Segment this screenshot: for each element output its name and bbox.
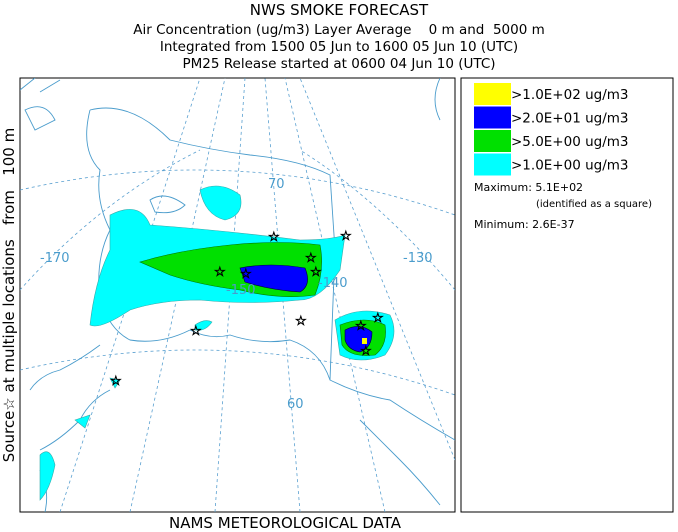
svg-text:☆: ☆ [360,344,372,359]
side-label: Source☆ at multiple locations from 100 m [0,128,18,462]
coastline [20,78,455,512]
legend-label: >1.0E+02 ug/m3 [511,87,629,103]
svg-text:☆: ☆ [340,229,352,244]
svg-text:☆: ☆ [295,314,307,329]
map-label: 60 [287,397,304,412]
bottom-label: NAMS METEOROLOGICAL DATA [169,514,402,532]
svg-text:☆: ☆ [372,311,384,326]
map-label: 70 [268,177,285,192]
svg-text:☆: ☆ [240,267,252,282]
svg-text:☆: ☆ [190,324,202,339]
minimum: Minimum: 2.6E-37 [474,218,575,231]
svg-text:☆: ☆ [310,265,322,280]
svg-text:☆: ☆ [214,265,226,280]
source-stars: ☆ ☆ ☆ ☆ ☆☆ ☆☆ ☆☆ ☆☆ [110,229,384,390]
maximum-note: (identified as a square) [536,199,652,210]
legend-swatch [474,83,511,105]
max-square [362,338,367,344]
legend-swatch [474,130,511,152]
svg-text:☆: ☆ [110,374,122,389]
legend: >1.0E+02 ug/m3 >2.0E+01 ug/m3 >5.0E+00 ug/… [460,77,674,513]
map-label: -170 [40,251,70,266]
map-label: -150 [226,283,256,298]
legend-label: >2.0E+01 ug/m3 [511,111,629,127]
title: NWS SMOKE FORECAST [250,1,429,19]
legend-label: >1.0E+00 ug/m3 [511,158,629,174]
legend-swatch [474,106,511,129]
map-label: -130 [403,251,433,266]
svg-text:☆: ☆ [268,230,280,245]
smoke-plume [39,185,395,501]
legend-label: >5.0E+00 ug/m3 [511,134,629,150]
map: ☆ ☆ ☆ ☆ ☆☆ ☆☆ ☆☆ ☆☆ -170 -130 70 -150 -140… [19,77,456,513]
subtitle: Air Concentration (ug/m3) Layer Average … [133,22,545,38]
map-label: -140 [318,276,348,291]
svg-text:☆: ☆ [355,319,367,334]
maximum: Maximum: 5.1E+02 [474,181,583,194]
legend-swatch [474,153,511,176]
legend-items: >1.0E+02 ug/m3 >2.0E+01 ug/m3 >5.0E+00 ug/… [474,83,629,176]
subtitle: Integrated from 1500 05 Jun to 1600 05 J… [160,39,518,55]
svg-text:☆: ☆ [305,251,317,266]
subtitle: PM25 Release started at 0600 04 Jun 10 (… [182,56,495,72]
